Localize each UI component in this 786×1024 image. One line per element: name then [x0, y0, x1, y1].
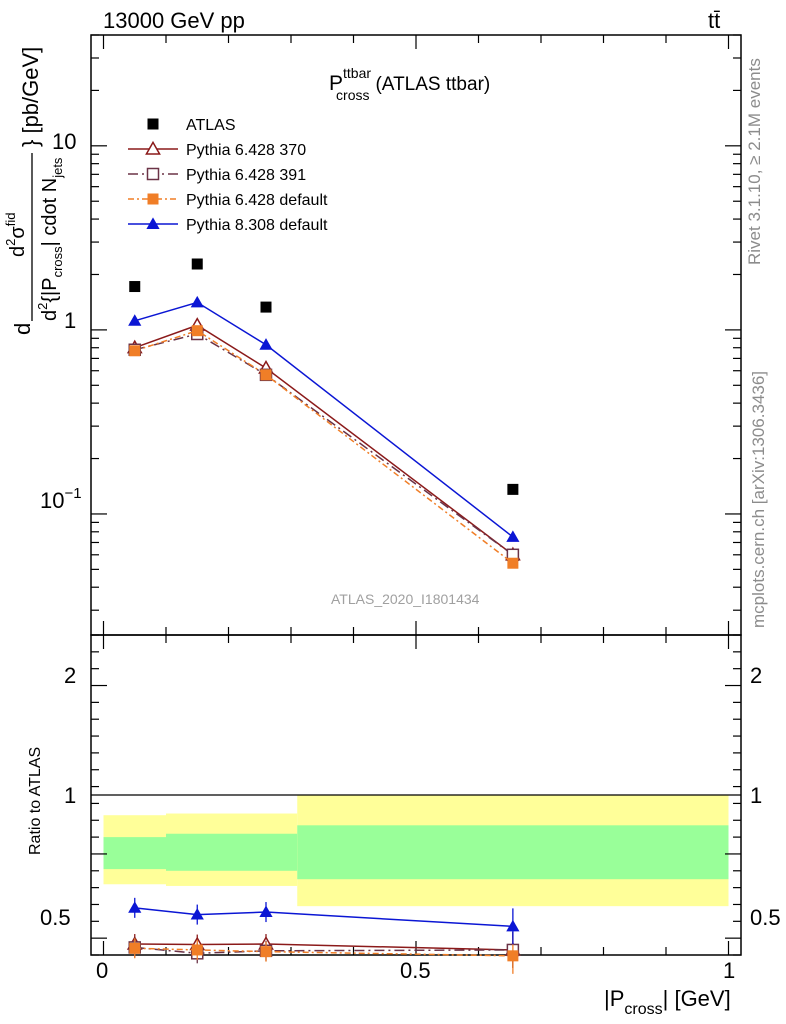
header-left: 13000 GeV pp	[103, 8, 245, 33]
svg-text:} [pb/GeV]: } [pb/GeV]	[18, 47, 43, 147]
title-rest: (ATLAS ttbar)	[375, 74, 490, 95]
series-line-4	[134, 301, 514, 538]
watermark: ATLAS_2020_I1801434	[331, 591, 480, 607]
legend-label-2: Pythia 6.428 391	[186, 167, 306, 184]
point-0-1	[191, 258, 203, 270]
legend-label-1: Pythia 6.428 370	[186, 142, 306, 159]
svg-text:d2σfid: d2σfid	[3, 213, 29, 257]
ratio-point-3-3	[506, 919, 520, 932]
ratio-line-3	[134, 907, 513, 928]
series-line-2	[134, 333, 514, 556]
mcplots-label: mcplots.cern.ch [arXiv:1306.3436]	[749, 371, 768, 628]
xtick-1: 1	[723, 958, 735, 983]
ratio-point-2-2	[260, 946, 272, 958]
ratio-point-2-1	[191, 944, 203, 956]
ytick-10: 10	[52, 129, 76, 154]
axis-ticks	[91, 34, 741, 956]
top-ylabel: d d2σfid d2{|Pcross| cdot Njets } [pb/Ge…	[3, 47, 65, 335]
legend-marker-4	[146, 217, 160, 229]
point-3-0	[129, 345, 141, 357]
point-4-1	[190, 295, 204, 308]
band-inner-1	[166, 833, 298, 871]
title-sup: ttbar	[343, 65, 371, 81]
legend-label-4: Pythia 8.308 default	[186, 217, 328, 234]
ratio-point-2-0	[129, 942, 141, 954]
series-line-1	[134, 324, 514, 556]
band-inner-0	[103, 837, 166, 870]
rtick-05-left: 0.5	[40, 905, 71, 930]
band-inner-2	[297, 825, 729, 880]
ratio-ylabel: Ratio to ATLAS	[27, 747, 44, 855]
svg-text:d: d	[10, 323, 35, 335]
main-series	[126, 258, 521, 569]
legend-marker-0	[147, 118, 159, 130]
rtick-05-right: 0.5	[750, 905, 781, 930]
legend-label-3: Pythia 6.428 default	[186, 192, 328, 209]
ratio-point-3-1	[190, 907, 204, 920]
legend-marker-2	[146, 167, 160, 181]
point-0-2	[260, 301, 272, 313]
rtick-2-left: 2	[64, 663, 76, 688]
xtick-0: 0	[96, 958, 108, 983]
title-p: P	[329, 72, 343, 95]
point-3-1	[191, 325, 203, 337]
point-0-0	[129, 281, 141, 293]
ratio-point-2-3	[507, 950, 519, 962]
legend-label-0: ATLAS	[186, 117, 236, 134]
ratio-line-1	[134, 946, 513, 955]
point-4-2	[259, 338, 273, 350]
point-0-3	[507, 483, 519, 495]
point-4-0	[128, 314, 142, 326]
ratio-point-3-2	[259, 905, 273, 918]
legend-marker-3	[147, 193, 159, 205]
xlabel: |Pcross| [GeV]	[604, 986, 731, 1018]
rtick-1-left: 1	[64, 783, 76, 808]
ratio-series	[126, 897, 521, 974]
legend: ATLAS Pythia 6.428 370 Pythia 6.428 391 Pyt…	[128, 117, 328, 234]
rtick-2-right: 2	[750, 663, 762, 688]
header-right: tt̄	[708, 8, 720, 33]
ytick-0.1: 10−1	[40, 485, 82, 513]
legend-marker-1	[145, 140, 161, 155]
point-3-2	[260, 369, 272, 381]
series-line-3	[134, 329, 514, 564]
ratio-bands	[103, 795, 729, 907]
ratio-point-3-0	[128, 901, 142, 913]
svg-text:d2{|Pcross| cdot Njets: d2{|Pcross| cdot Njets	[35, 157, 65, 321]
rivet-label: Rivet 3.1.10, ≥ 2.1M events	[745, 58, 764, 265]
point-3-3	[507, 557, 519, 569]
plot-title: Pttbar cross (ATLAS ttbar)	[329, 65, 490, 103]
xtick-05: 0.5	[400, 958, 431, 983]
title-sub: cross	[336, 87, 369, 103]
point-4-3	[506, 530, 520, 542]
ratio-line-2	[134, 947, 513, 957]
rtick-1-right: 1	[750, 783, 762, 808]
ratio-line-0	[134, 943, 513, 951]
ytick-1: 1	[64, 308, 76, 333]
